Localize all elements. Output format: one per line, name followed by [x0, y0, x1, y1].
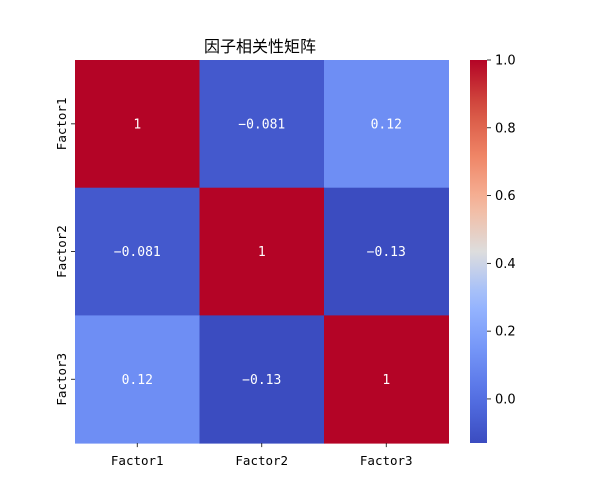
heatmap-cell-r3-c2	[199, 315, 325, 444]
heatmap-cell-r1-c3	[324, 60, 449, 189]
heatmap-cell-r2-c3	[324, 187, 449, 316]
cell-value-label: 0.12	[371, 117, 402, 132]
heatmap-cell-r3-c1	[75, 315, 200, 444]
chart-title: 因子相关性矩阵	[204, 37, 316, 56]
colorbar-tick-label: 0.2	[495, 325, 516, 340]
colorbar-tick-label: 0.8	[495, 121, 516, 136]
y-tick-label: Factor2	[54, 225, 69, 278]
colorbar-gradient	[470, 60, 487, 443]
heatmap-axes: Factor1 Factor2 Factor3 Factor1 Factor2 Facto…	[54, 98, 413, 469]
cell-value-label: 1	[133, 117, 141, 132]
cell-value-label: −0.081	[238, 117, 285, 132]
x-tick-label: Factor3	[360, 453, 413, 468]
heatmap-cell-r3-c3	[324, 315, 449, 444]
colorbar-tick-label: 0.0	[495, 392, 516, 407]
cell-value-label: 1	[258, 245, 266, 260]
colorbar-tick-label: 0.6	[495, 189, 516, 204]
heatmap-cell-r1-c1	[75, 60, 200, 189]
y-tick-label: Factor1	[54, 98, 69, 151]
x-tick-label: Factor2	[235, 453, 288, 468]
cell-value-label: −0.13	[242, 373, 281, 388]
heatmap-cell-r2-c2	[199, 187, 325, 316]
y-tick-label: Factor3	[54, 353, 69, 406]
heatmap-cells	[75, 60, 449, 444]
cell-value-label: −0.081	[114, 245, 161, 260]
colorbar: 0.0 0.2 0.4 0.6 0.8 1.0	[470, 54, 516, 443]
heatmap-cell-r1-c2	[199, 60, 325, 189]
cell-value-label: 0.12	[122, 373, 153, 388]
heatmap-cell-labels: 1 −0.081 0.12 −0.081 1 −0.13 0.12 −0.13 1	[114, 117, 406, 387]
heatmap-cell-r2-c1	[75, 187, 200, 316]
x-tick-label: Factor1	[111, 453, 164, 468]
cell-value-label: −0.13	[367, 245, 406, 260]
colorbar-tick-label: 0.4	[495, 257, 516, 272]
colorbar-tick-label: 1.0	[495, 54, 516, 69]
cell-value-label: 1	[382, 373, 390, 388]
